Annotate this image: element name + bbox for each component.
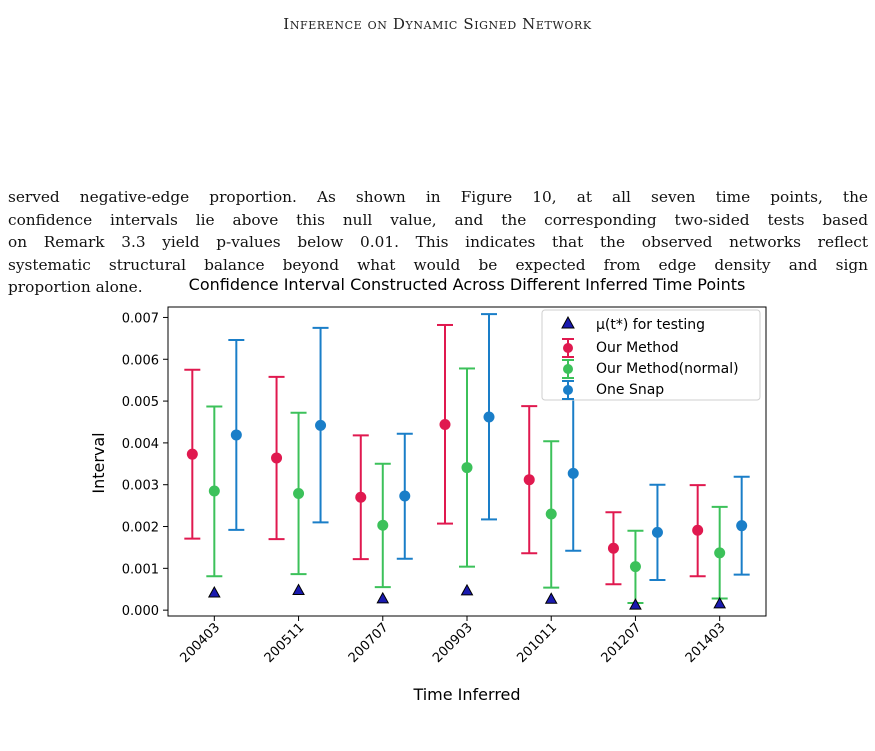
y-tick-label: 0.002 [122,521,159,536]
paragraph-line: proportion alone. [8,278,143,297]
null-value-marker [292,583,305,595]
x-tick-label: 200903 [430,620,476,666]
plot-marks [184,313,750,610]
point-estimate [483,411,495,423]
y-tick-label: 0.000 [122,604,159,619]
point-estimate [186,448,198,460]
point-estimate [377,519,389,531]
y-tick-label: 0.001 [122,562,159,577]
cut-off-next-line [8,727,868,751]
null-value-marker [544,592,558,604]
point-estimate [230,429,242,441]
y-tick-label: 0.005 [122,395,159,410]
point-estimate [651,526,663,538]
point-estimate [439,418,451,430]
y-tick-label: 0.004 [122,437,159,452]
x-axis: 200403 200511 200707 200903 201011 201207 2014… [177,616,729,666]
null-value-marker [376,591,390,604]
paragraph-line: confidence intervals lie above this null… [8,210,868,229]
point-estimate [629,561,641,573]
chart-title: Confidence Interval Constructed Across D… [189,275,746,294]
point-estimate [714,547,726,559]
x-axis-label: Time Inferred [412,685,520,704]
x-tick-label: 200511 [262,620,308,666]
paragraph-line: served negative-edge proportion. As show… [8,188,868,206]
x-tick-label: 200707 [346,620,392,666]
x-tick-label: 200403 [177,620,223,666]
point-estimate [523,474,535,486]
confidence-interval-chart: Confidence Interval Constructed Across D… [89,275,767,704]
point-estimate [293,487,305,499]
null-value-marker [207,585,221,598]
point-estimate [736,520,748,532]
legend-box [541,309,761,401]
legend: μ(t*) for testing Our Method Our Method(… [541,309,761,401]
point-estimate [607,542,619,554]
x-tick-label: 201207 [599,620,645,666]
point-estimate [208,485,220,497]
legend-marker-null [561,315,575,329]
y-tick-label: 0.003 [122,479,159,494]
legend-label-one-snap: One Snap [596,382,664,398]
point-estimate [567,467,579,479]
x-tick-label: 201403 [683,620,729,666]
x-tick-label: 201011 [514,620,560,666]
point-estimate [271,452,283,464]
point-estimate [461,462,473,474]
null-value-marker [713,596,727,609]
y-tick-label: 0.007 [122,311,159,326]
y-tick-label: 0.006 [122,353,159,368]
legend-marker-point [563,385,573,395]
paragraph-line: on Remark 3.3 yield p-values below 0.01.… [8,233,868,252]
point-estimate [545,508,557,520]
null-value-marker [460,583,474,596]
legend-markers [561,315,575,400]
legend-label-null: μ(t*) for testing [596,317,705,333]
null-value-marker [629,598,642,610]
legend-marker-point [563,364,573,374]
paragraph-line: systematic structural balance beyond wha… [8,255,868,274]
figure-10: Confidence Interval Constructed Across D… [0,268,875,708]
point-estimate [399,490,411,502]
legend-label-our-method: Our Method [596,340,679,356]
running-header: Inference on Dynamic Signed Network [283,15,592,33]
body-paragraph: served negative-edge proportion. As show… [8,186,868,299]
point-estimate [355,491,367,503]
point-estimate [692,524,704,536]
legend-marker-point [563,343,573,353]
y-axis: 0.000 0.001 0.002 0.003 0.004 0.005 0.006 0.007 [122,311,168,619]
legend-label-our-method-normal: Our Method(normal) [596,361,739,377]
y-axis-label: Interval [89,432,108,493]
point-estimate [315,419,327,431]
